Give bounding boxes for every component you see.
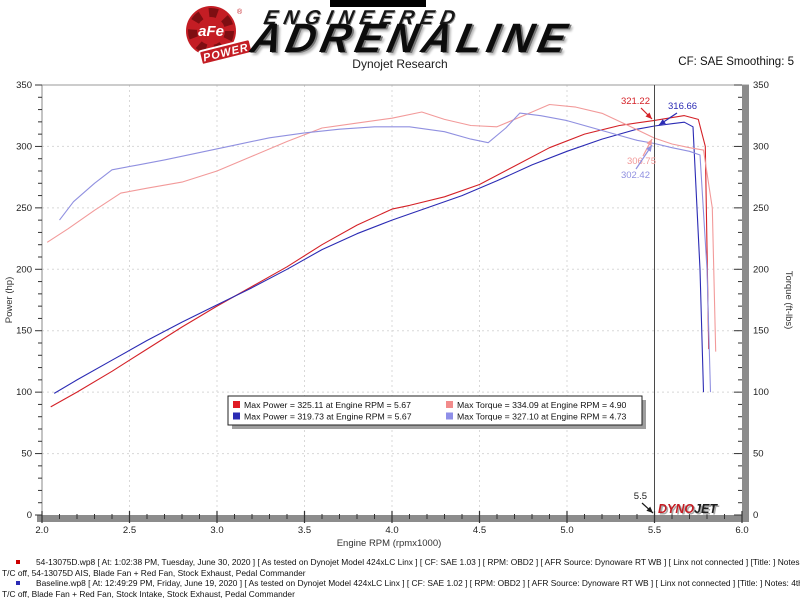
afe-logo-graphic: aFe ® POWER bbox=[186, 6, 254, 66]
legend-label: Max Torque = 334.09 at Engine RPM = 4.90 bbox=[457, 400, 627, 410]
svg-text:100: 100 bbox=[16, 387, 32, 398]
run1-line2: T/C off, 54-13075D AIS, Blade Fan + Red … bbox=[2, 567, 306, 578]
svg-text:4.0: 4.0 bbox=[385, 525, 398, 536]
svg-text:4.5: 4.5 bbox=[473, 525, 486, 536]
brand-adrenaline: ADRENALINE bbox=[247, 15, 576, 61]
legend-swatch bbox=[446, 412, 453, 420]
run2-line2: T/C off, Blade Fan + Red Fan, Stock Inta… bbox=[2, 588, 295, 599]
dynojet-research-subtitle: Dynojet Research bbox=[352, 57, 448, 71]
curve-2 bbox=[53, 121, 705, 394]
legend-swatch bbox=[446, 401, 453, 408]
dyno-chart: 2.0 2.5 3.0 3.5 4.0 4.5 5.0 5.5 6.0 Engine RPM (r… bbox=[4, 80, 794, 549]
svg-text:Power (hp): Power (hp) bbox=[4, 277, 15, 323]
svg-text:100: 100 bbox=[753, 387, 769, 398]
svg-text:50: 50 bbox=[21, 449, 32, 460]
annotation-value: 321.22 bbox=[621, 96, 650, 107]
annotation-value: 302.42 bbox=[621, 170, 650, 181]
run2-bullet-icon bbox=[16, 581, 20, 585]
curve-3 bbox=[46, 103, 717, 352]
svg-text:0: 0 bbox=[27, 510, 32, 521]
run-entry-2: Baseline.wp8 [ At: 12:49:29 PM, Friday, … bbox=[0, 578, 800, 599]
legend-box: Max Power = 325.11 at Engine RPM = 5.67 M… bbox=[227, 395, 646, 429]
legend-swatch bbox=[233, 401, 240, 408]
dyno-curves bbox=[46, 103, 717, 408]
svg-text:200: 200 bbox=[16, 264, 32, 275]
svg-text:Torque (ft-lbs): Torque (ft-lbs) bbox=[783, 271, 794, 330]
svg-text:Engine RPM (rpmx1000): Engine RPM (rpmx1000) bbox=[337, 538, 442, 549]
legend-swatch bbox=[233, 412, 240, 420]
plot-border bbox=[41, 84, 749, 515]
afe-logo-text: aFe bbox=[198, 23, 224, 40]
run1-bullet-icon bbox=[16, 560, 20, 564]
run-entry-1: 54-13075D.wp8 [ At: 1:02:38 PM, Tuesday,… bbox=[0, 557, 800, 578]
smoothing-label: CF: SAE Smoothing: 5 bbox=[678, 56, 794, 68]
run1-line1: 54-13075D.wp8 [ At: 1:02:38 PM, Tuesday,… bbox=[36, 557, 800, 567]
svg-text:DYNOJET: DYNOJET bbox=[660, 504, 720, 518]
curve-4 bbox=[59, 112, 712, 393]
annotation-value: 5.5 bbox=[634, 491, 647, 502]
svg-text:6.0: 6.0 bbox=[735, 525, 748, 536]
afe-power-logo: aFe ® POWER bbox=[181, 4, 263, 66]
svg-text:150: 150 bbox=[753, 326, 769, 337]
svg-text:3.5: 3.5 bbox=[298, 525, 311, 536]
svg-text:300: 300 bbox=[753, 141, 769, 152]
svg-text:2.0: 2.0 bbox=[35, 525, 48, 536]
axis-bars bbox=[37, 85, 749, 522]
svg-text:150: 150 bbox=[16, 326, 32, 337]
svg-text:2.5: 2.5 bbox=[123, 525, 136, 536]
header-top-bar bbox=[330, 0, 426, 7]
grid-lines bbox=[42, 85, 742, 515]
afe-shutter-icon bbox=[188, 8, 234, 54]
svg-text:250: 250 bbox=[16, 203, 32, 214]
registered-mark: ® bbox=[237, 8, 243, 16]
legend-label: Max Power = 325.11 at Engine RPM = 5.67 bbox=[244, 400, 411, 410]
svg-text:0: 0 bbox=[753, 510, 758, 521]
afe-logo-center bbox=[200, 20, 222, 42]
annotation-value: 316.66 bbox=[668, 101, 697, 112]
svg-text:5.0: 5.0 bbox=[560, 525, 573, 536]
legend-label: Max Power = 319.73 at Engine RPM = 5.67 bbox=[244, 412, 412, 422]
svg-text:200: 200 bbox=[753, 264, 769, 275]
svg-text:250: 250 bbox=[753, 203, 769, 214]
run-info-footer: 54-13075D.wp8 [ At: 1:02:38 PM, Tuesday,… bbox=[0, 557, 800, 599]
svg-text:300: 300 bbox=[16, 141, 32, 152]
legend-label: Max Torque = 327.10 at Engine RPM = 4.73 bbox=[457, 412, 627, 422]
svg-text:50: 50 bbox=[753, 449, 764, 460]
y-axes: 0 0 50 50 100 100 150 150 200 200 250 250 300 300 350 3… bbox=[4, 80, 794, 521]
svg-text:350: 350 bbox=[16, 80, 32, 91]
run2-line1: Baseline.wp8 [ At: 12:49:29 PM, Friday, … bbox=[36, 578, 800, 588]
svg-text:3.0: 3.0 bbox=[210, 525, 223, 536]
svg-text:350: 350 bbox=[753, 80, 769, 91]
x-axis: 2.0 2.5 3.0 3.5 4.0 4.5 5.0 5.5 6.0 Engine RPM (r… bbox=[35, 511, 749, 549]
svg-text:5.5: 5.5 bbox=[648, 525, 661, 536]
curve-1 bbox=[50, 115, 710, 408]
report-header: aFe ® POWER ENGINEERED ADRENALINE Dynoje… bbox=[0, 0, 800, 76]
svg-text:DYNOJET: DYNOJET bbox=[658, 502, 718, 516]
